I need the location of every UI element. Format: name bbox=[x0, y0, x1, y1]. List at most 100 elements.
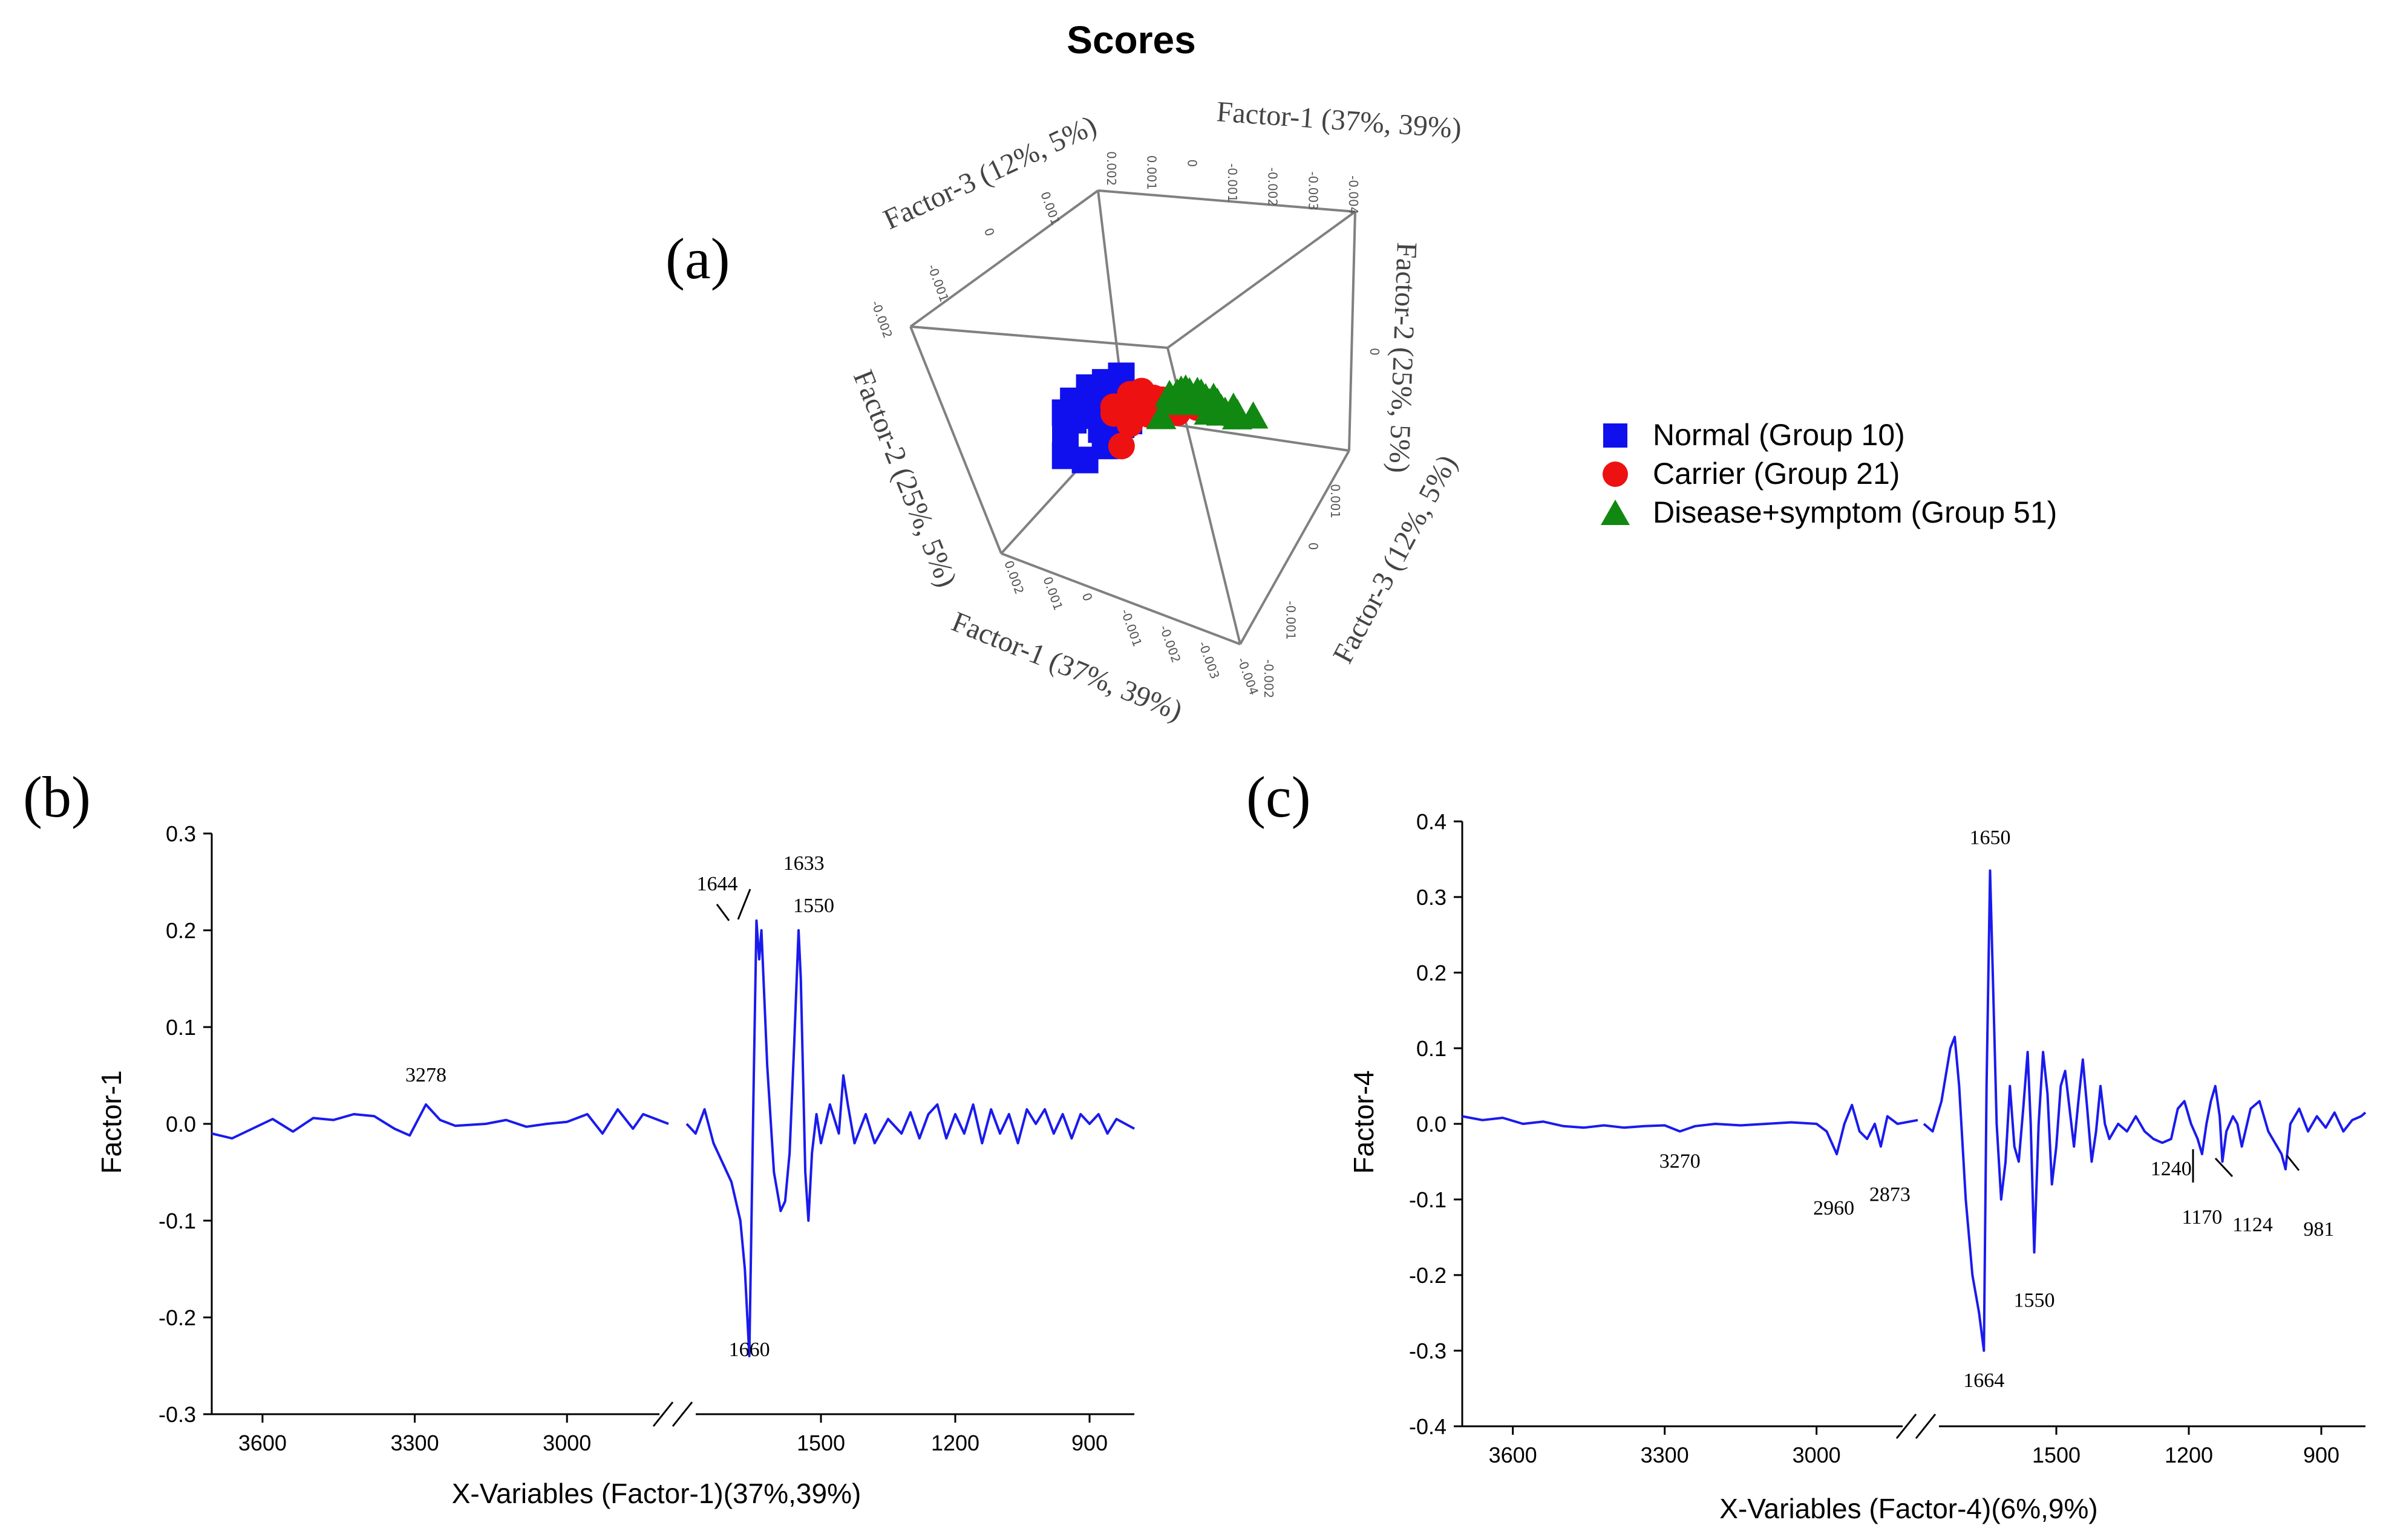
spectrum-line-segment bbox=[1462, 1103, 1918, 1155]
y-tick-label: 0.3 bbox=[166, 821, 196, 846]
panel-a-title: Scores bbox=[1067, 18, 1195, 62]
panel-c-label: (c) bbox=[1246, 765, 1311, 829]
score-tick-label: 0.001 bbox=[1328, 484, 1342, 518]
y-tick-label: 0.0 bbox=[1416, 1112, 1446, 1137]
axis-title-bottom-factor3: Factor-3 (12%, 5%) bbox=[1327, 449, 1463, 668]
legend-marker-circle bbox=[1603, 462, 1628, 487]
score-tick-label: 0 bbox=[1079, 591, 1096, 603]
panel-a-label: (a) bbox=[665, 226, 730, 291]
legend-item-disease[interactable]: Disease+symptom (Group 51) bbox=[1601, 495, 2057, 529]
panel-a: Scores (a) Factor-1 (37%, 39%) Factor-3 … bbox=[665, 18, 2057, 727]
x-tick-label: 3000 bbox=[1793, 1443, 1841, 1467]
legend: Normal (Group 10) Carrier (Group 21) Dis… bbox=[1601, 418, 2057, 529]
box-edge bbox=[1348, 211, 1356, 451]
legend-marker-triangle bbox=[1601, 500, 1630, 525]
score-tick-label: -0.002 bbox=[868, 299, 895, 341]
score-tick-label: 0.001 bbox=[1040, 575, 1065, 612]
score-tick-label: 0.001 bbox=[1145, 155, 1159, 190]
y-tick-label: 0.1 bbox=[166, 1015, 196, 1040]
score-point-square bbox=[1076, 374, 1103, 401]
peak-annotation-label: 2960 bbox=[1813, 1197, 1854, 1219]
score-tick-label: -0.003 bbox=[1195, 639, 1223, 681]
peak-annotation-label: 1664 bbox=[1963, 1369, 2004, 1392]
panel-b-xlabel: X-Variables (Factor-1)(37%,39%) bbox=[452, 1478, 861, 1509]
peak-annotation-label: 981 bbox=[2303, 1218, 2334, 1241]
x-tick-label: 1200 bbox=[931, 1431, 979, 1455]
score-tick-label: 0.001 bbox=[1038, 190, 1063, 227]
score-tick-label: 0.002 bbox=[1104, 151, 1119, 186]
annotation-leader-line bbox=[2214, 1157, 2234, 1178]
annotation-leader-line bbox=[716, 904, 730, 921]
axis-break-mark bbox=[1895, 1414, 1917, 1439]
x-tick-label: 3600 bbox=[1489, 1443, 1537, 1467]
score-tick-label: 0 bbox=[1185, 159, 1199, 167]
x-tick-label: 900 bbox=[1071, 1431, 1108, 1455]
y-tick-label: -0.3 bbox=[159, 1402, 196, 1427]
axis-title-left-factor2: Factor-2 (25%, 5%) bbox=[847, 365, 963, 592]
panel-c-plot: 0.4 0.3 0.2 0.1 0.0 -0.1 -0.2 -0.3 -0.4 3600 3300 3… bbox=[1409, 809, 2367, 1467]
spectrum-line-segment bbox=[685, 919, 1135, 1357]
peak-annotation-label: 1633 bbox=[783, 852, 825, 875]
peak-annotation-label: 1650 bbox=[1970, 827, 2011, 849]
peak-annotation-label: 1644 bbox=[696, 873, 737, 895]
score-tick-label: -0.004 bbox=[1346, 175, 1361, 214]
score-point-triangle bbox=[1218, 393, 1249, 420]
legend-label-normal: Normal (Group 10) bbox=[1653, 418, 1905, 452]
score-point-square bbox=[1052, 424, 1079, 451]
panel-c-ylabel: Factor-4 bbox=[1348, 1070, 1379, 1173]
score-tick-label: -0.001 bbox=[925, 263, 952, 304]
panel-b-label: (b) bbox=[23, 765, 91, 829]
y-tick-label: -0.4 bbox=[1409, 1414, 1446, 1439]
score-tick-label: -0.002 bbox=[1266, 168, 1280, 206]
legend-item-normal[interactable]: Normal (Group 10) bbox=[1603, 418, 1905, 452]
score-tick-label: 0 bbox=[1367, 348, 1382, 356]
score-tick-label: -0.001 bbox=[1225, 163, 1240, 202]
y-tick-label: 0.1 bbox=[1416, 1036, 1446, 1061]
x-tick-label: 3000 bbox=[543, 1431, 591, 1455]
x-tick-label: 1500 bbox=[797, 1431, 845, 1455]
score-tick-label: 0.002 bbox=[1001, 559, 1027, 596]
box-edge bbox=[1001, 552, 1241, 645]
panel-b: (b) Factor-1 X-Variables (Factor-1)(37%,… bbox=[23, 765, 1135, 1509]
peak-annotation-label: 3278 bbox=[405, 1064, 446, 1086]
panel-c-xlabel: X-Variables (Factor-4)(6%,9%) bbox=[1719, 1493, 2097, 1524]
panel-c: (c) Factor-4 X-Variables (Factor-4)(6%,9… bbox=[1246, 765, 2367, 1524]
score-point-triangle bbox=[1194, 397, 1224, 425]
score-point-circle bbox=[1108, 432, 1135, 460]
peak-annotation-label: 1124 bbox=[2232, 1214, 2273, 1236]
peak-annotation-label: 1170 bbox=[2182, 1206, 2223, 1228]
y-tick-label: -0.1 bbox=[159, 1209, 196, 1233]
box-edge bbox=[909, 326, 1002, 554]
score-point-triangle bbox=[1190, 383, 1221, 411]
legend-label-carrier: Carrier (Group 21) bbox=[1653, 457, 1900, 491]
y-tick-label: -0.2 bbox=[159, 1305, 196, 1330]
score-tick-label: -0.003 bbox=[1306, 171, 1320, 210]
score-point-circle bbox=[1104, 396, 1131, 423]
spectrum-line-segment bbox=[1923, 869, 2367, 1352]
box-edge bbox=[1166, 210, 1356, 349]
box-edge bbox=[1239, 450, 1350, 645]
score-point-triangle bbox=[1146, 402, 1177, 429]
score-tick-label: 0 bbox=[981, 226, 998, 238]
box-edge bbox=[1097, 189, 1356, 213]
y-tick-label: 0.4 bbox=[1416, 809, 1446, 834]
x-tick-label: 3600 bbox=[238, 1431, 287, 1455]
legend-marker-square bbox=[1603, 423, 1627, 448]
axis-break-mark bbox=[1915, 1414, 1937, 1439]
x-tick-label: 3300 bbox=[1641, 1443, 1689, 1467]
axis-break-mark bbox=[672, 1401, 693, 1427]
annotation-leader-line bbox=[2286, 1155, 2300, 1171]
y-tick-label: 0.3 bbox=[1416, 885, 1446, 910]
peak-annotation-label: 1240 bbox=[2151, 1158, 2192, 1180]
score-point-triangle bbox=[1154, 379, 1185, 407]
peak-annotation-label: 1660 bbox=[729, 1339, 770, 1361]
x-tick-label: 3300 bbox=[391, 1431, 439, 1455]
score-tick-label: -0.004 bbox=[1234, 656, 1261, 697]
y-tick-label: 0.2 bbox=[166, 918, 196, 943]
legend-item-carrier[interactable]: Carrier (Group 21) bbox=[1603, 457, 1900, 491]
score-tick-label: -0.002 bbox=[1157, 623, 1184, 665]
peak-annotation-label: 3270 bbox=[1659, 1150, 1701, 1173]
y-tick-label: -0.2 bbox=[1409, 1263, 1446, 1288]
score-tick-label: -0.001 bbox=[1284, 601, 1298, 639]
